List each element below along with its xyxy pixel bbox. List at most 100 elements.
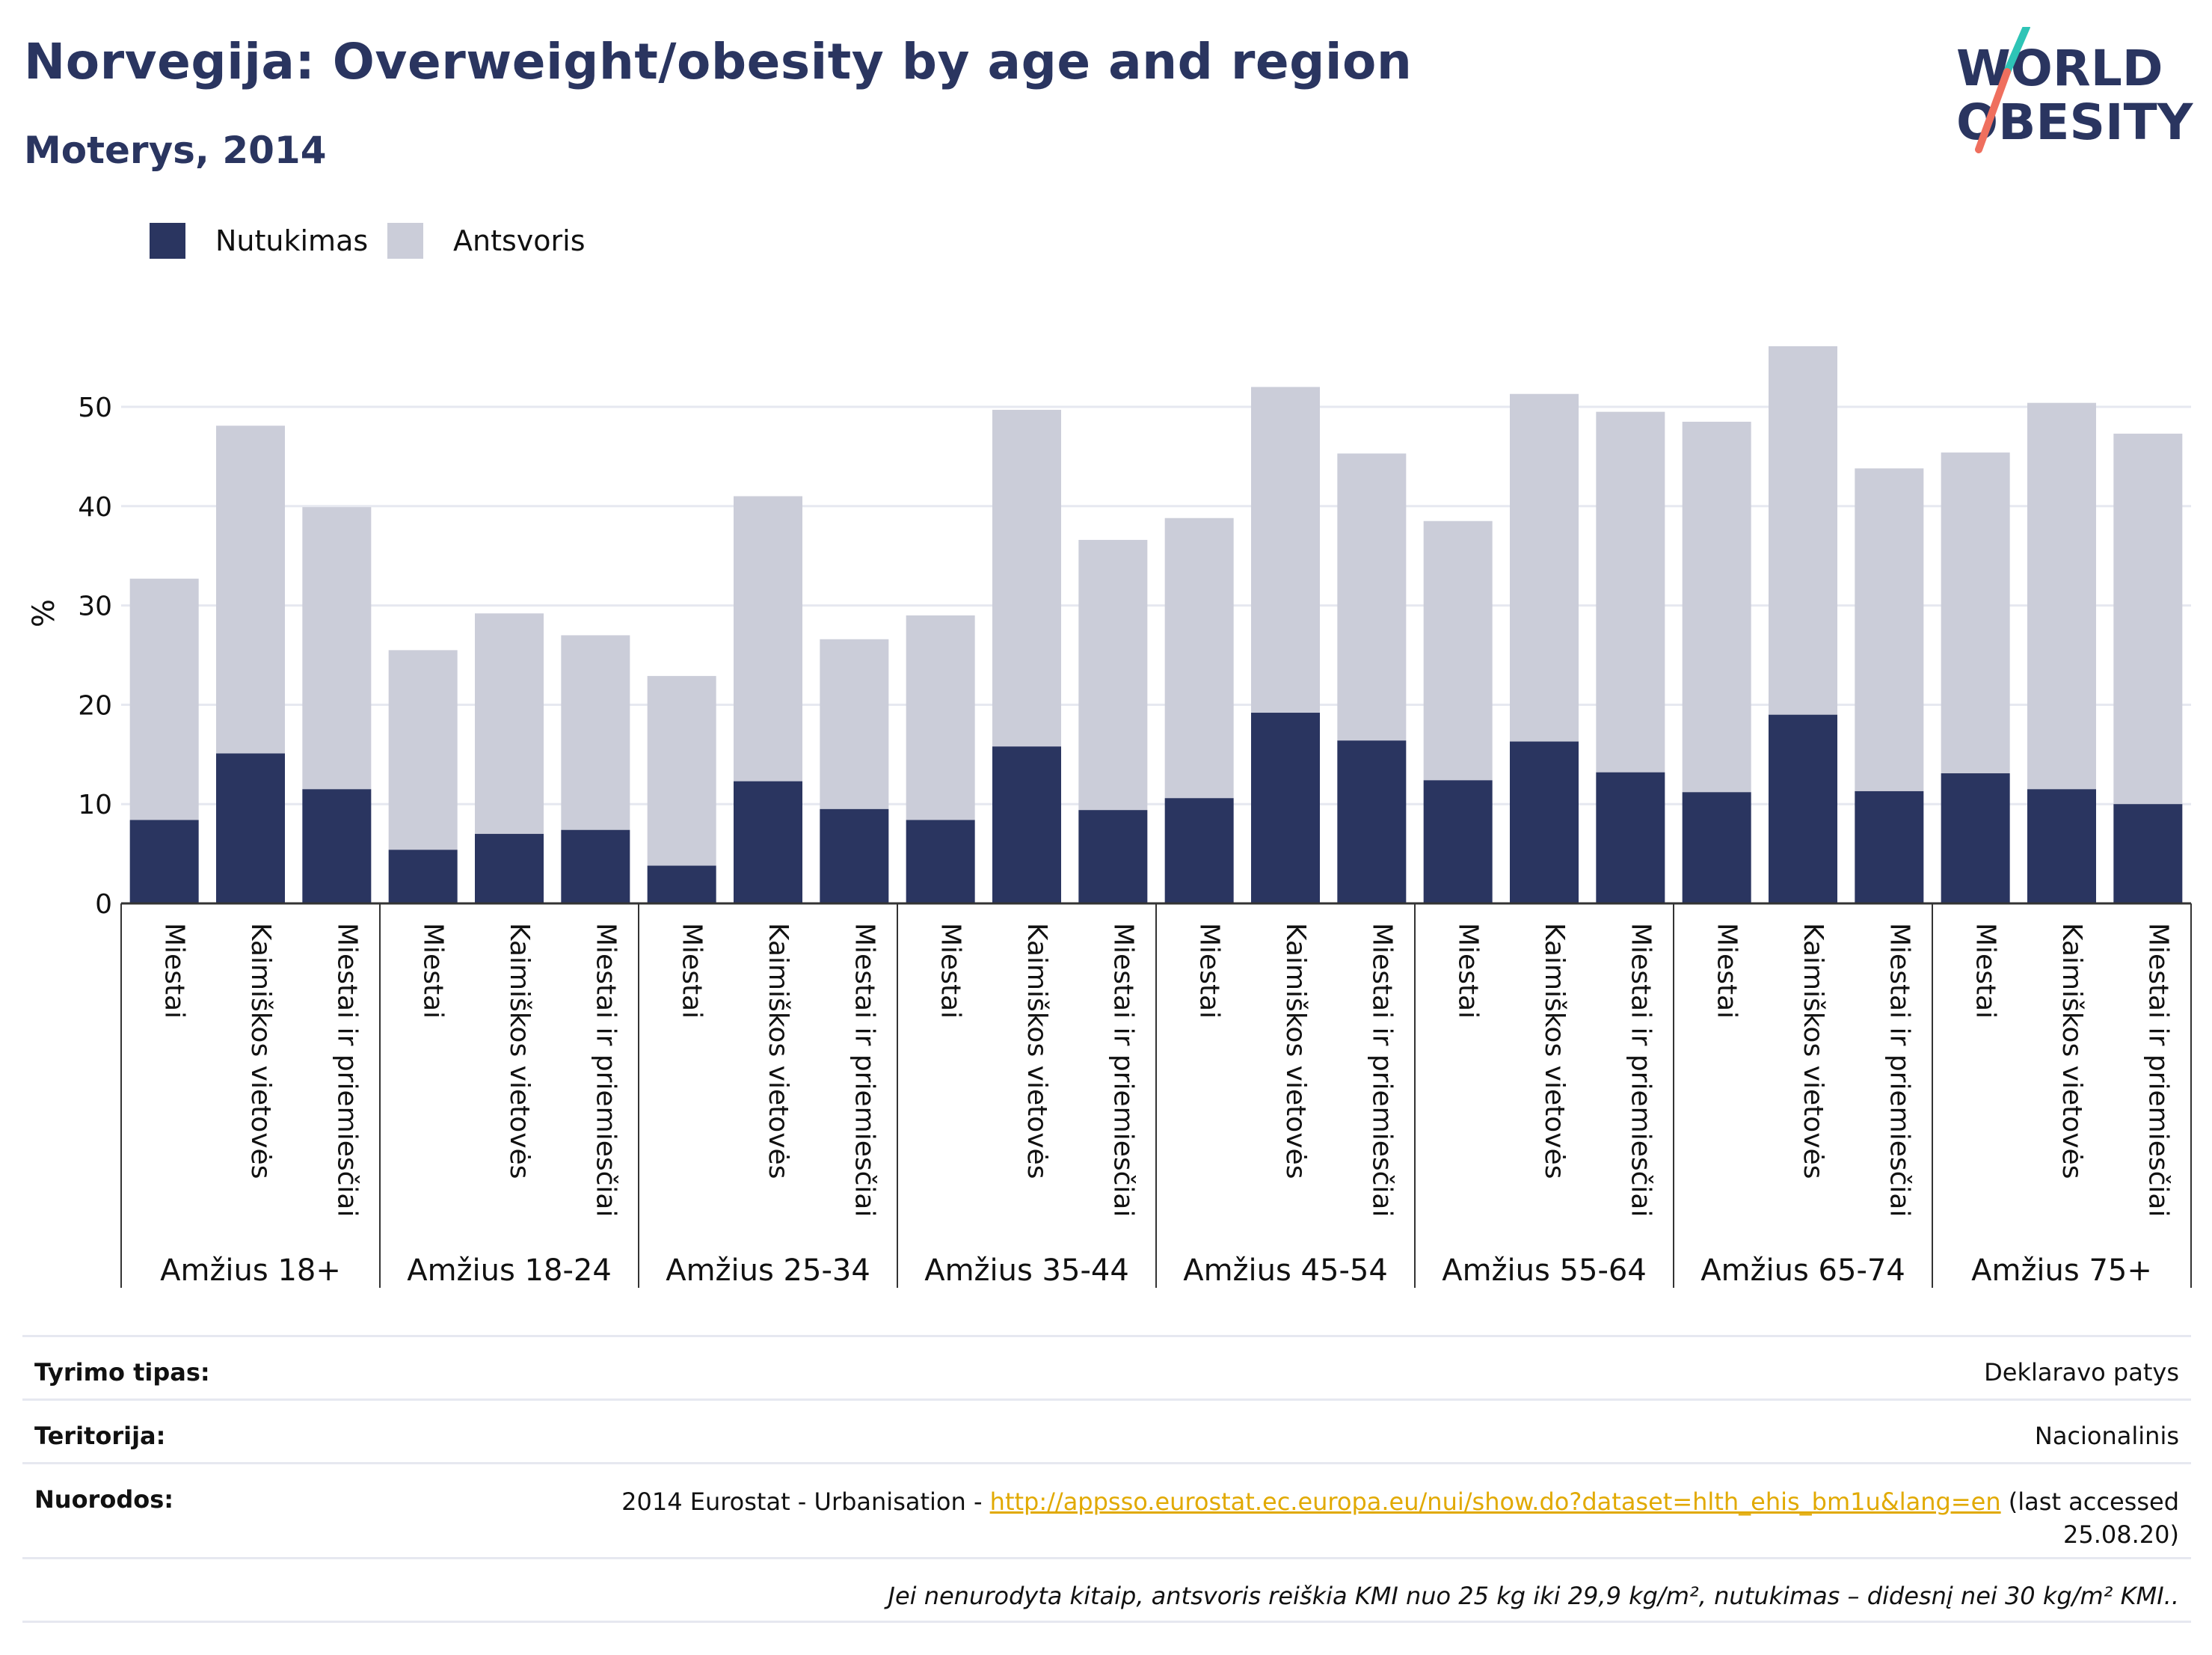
bar-nutukimas (1251, 713, 1320, 903)
source-suffix: (last accessed (2000, 1487, 2179, 1516)
source-prefix: 2014 Eurostat - Urbanisation - (621, 1487, 990, 1516)
y-tick-label: 30 (78, 592, 112, 622)
metadata-table: Tyrimo tipas: Deklaravo patys Teritorija… (22, 1335, 2191, 1623)
x-tick-label: Kaimiškos vietovės (245, 923, 276, 1179)
x-tick-label: Miestai ir priemiesčiai (1107, 923, 1138, 1217)
x-tick-label: Kaimiškos vietovės (1539, 923, 1570, 1179)
legend-label-nutukimas: Nutukimas (215, 224, 369, 257)
bar-nutukimas (1769, 714, 1837, 903)
bar-nutukimas (1337, 740, 1407, 903)
group-label: Amžius 45-54 (1183, 1253, 1388, 1288)
bar-nutukimas (2113, 804, 2183, 903)
x-tick-label: Miestai ir priemiesčiai (331, 923, 362, 1217)
bar-antsvoris (2027, 402, 2096, 790)
x-tick-label: Miestai (936, 923, 966, 1019)
bar-nutukimas (302, 789, 372, 903)
y-tick-label: 10 (78, 790, 112, 820)
bar-nutukimas (388, 850, 458, 903)
meta-value-sources: 2014 Eurostat - Urbanisation - http://ap… (621, 1485, 2179, 1551)
bar-antsvoris (1423, 521, 1493, 781)
source-link[interactable]: http://appsso.eurostat.ec.europa.eu/nui/… (989, 1487, 2001, 1516)
x-tick-label: Miestai (1453, 923, 1484, 1019)
y-axis-label: % (27, 599, 61, 627)
bar-antsvoris (734, 496, 802, 782)
legend-swatch-nutukimas (150, 223, 185, 259)
meta-value-survey-type: Deklaravo patys (1984, 1358, 2179, 1387)
bar-nutukimas (820, 808, 889, 903)
meta-label-sources: Nuorodos: (34, 1485, 174, 1514)
bar-nutukimas (647, 865, 716, 903)
bar-antsvoris (1682, 421, 1751, 793)
x-tick-label: Miestai ir priemiesčiai (1884, 923, 1914, 1217)
svg-text:WORLD: WORLD (1956, 40, 2163, 97)
bar-antsvoris (647, 675, 716, 866)
group-label: Amžius 18-24 (407, 1253, 612, 1288)
x-tick-label: Kaimiškos vietovės (763, 923, 793, 1179)
meta-value-territory: Nacionalinis (2034, 1422, 2179, 1450)
bar-nutukimas (2027, 789, 2096, 903)
meta-row-territory: Teritorija: Nacionalinis (22, 1398, 2191, 1462)
x-tick-label: Miestai ir priemiesčiai (2142, 923, 2173, 1217)
bar-antsvoris (216, 426, 285, 754)
bar-antsvoris (820, 639, 889, 809)
x-tick-label: Miestai (159, 923, 190, 1019)
bar-antsvoris (992, 409, 1061, 747)
bar-nutukimas (734, 781, 802, 903)
page-subtitle: Moterys, 2014 (24, 129, 327, 172)
x-tick-label: Miestai (1712, 923, 1742, 1019)
bar-nutukimas (475, 834, 544, 903)
group-label: Amžius 25-34 (666, 1253, 870, 1288)
bar-antsvoris (388, 650, 458, 850)
y-tick-label: 50 (78, 393, 112, 423)
x-tick-label: Kaimiškos vietovės (1280, 923, 1311, 1179)
world-obesity-logo: WORLD OBESITY (1952, 27, 2199, 154)
x-tick-label: Kaimiškos vietovės (1798, 923, 1828, 1179)
bar-antsvoris (561, 635, 630, 830)
bar-antsvoris (302, 507, 372, 790)
x-tick-label: Miestai ir priemiesčiai (1625, 923, 1656, 1217)
group-label: Amžius 75+ (1971, 1253, 2152, 1288)
bar-antsvoris (906, 615, 975, 820)
bar-nutukimas (992, 746, 1061, 903)
bar-nutukimas (1078, 810, 1148, 903)
bar-nutukimas (129, 820, 199, 903)
bar-nutukimas (906, 820, 975, 903)
y-tick-label: 20 (78, 690, 112, 721)
bar-antsvoris (1078, 539, 1148, 811)
x-tick-label: Kaimiškos vietovės (1021, 923, 1052, 1179)
x-tick-label: Miestai (677, 923, 707, 1019)
bar-nutukimas (1941, 773, 2010, 903)
page-title: Norvegija: Overweight/obesity by age and… (24, 33, 1413, 90)
bar-nutukimas (1423, 780, 1493, 903)
bar-antsvoris (475, 613, 544, 835)
legend-label-antsvoris: Antsvoris (453, 224, 586, 257)
source-accessed-date: 25.08.20) (2063, 1520, 2179, 1549)
group-label: Amžius 18+ (160, 1253, 341, 1288)
bar-nutukimas (216, 753, 285, 903)
x-tick-label: Miestai ir priemiesčiai (1366, 923, 1397, 1217)
x-tick-label: Kaimiškos vietovės (504, 923, 535, 1179)
meta-row-sources: Nuorodos: 2014 Eurostat - Urbanisation -… (22, 1462, 2191, 1557)
bar-nutukimas (561, 829, 630, 903)
meta-row-survey-type: Tyrimo tipas: Deklaravo patys (22, 1335, 2191, 1398)
stacked-bar-chart: 0 10 20 30 40 50% Miestai Kaimiškos vietovės Mie… (27, 346, 2192, 1288)
x-tick-label: Kaimiškos vietovės (2056, 923, 2087, 1179)
x-tick-label: Miestai (1970, 923, 2001, 1019)
definition-note: Jei nenurodyta kitaip, antsvoris reiškia… (888, 1582, 2180, 1610)
bar-antsvoris (129, 578, 199, 820)
bar-antsvoris (1251, 387, 1320, 713)
meta-label-survey-type: Tyrimo tipas: (34, 1358, 210, 1387)
bar-antsvoris (1941, 452, 2010, 774)
group-label: Amžius 55-64 (1442, 1253, 1647, 1288)
bar-antsvoris (1164, 518, 1234, 799)
meta-row-note: Jei nenurodyta kitaip, antsvoris reiškia… (22, 1557, 2191, 1623)
bar-antsvoris (1769, 346, 1837, 715)
x-tick-label: Miestai (418, 923, 449, 1019)
bar-antsvoris (2113, 433, 2183, 805)
x-tick-label: Miestai (1194, 923, 1225, 1019)
bar-antsvoris (1596, 411, 1665, 773)
bar-antsvoris (1510, 393, 1579, 742)
group-label: Amžius 65-74 (1701, 1253, 1905, 1288)
legend-swatch-antsvoris (387, 223, 423, 259)
y-tick-label: 40 (78, 492, 112, 523)
